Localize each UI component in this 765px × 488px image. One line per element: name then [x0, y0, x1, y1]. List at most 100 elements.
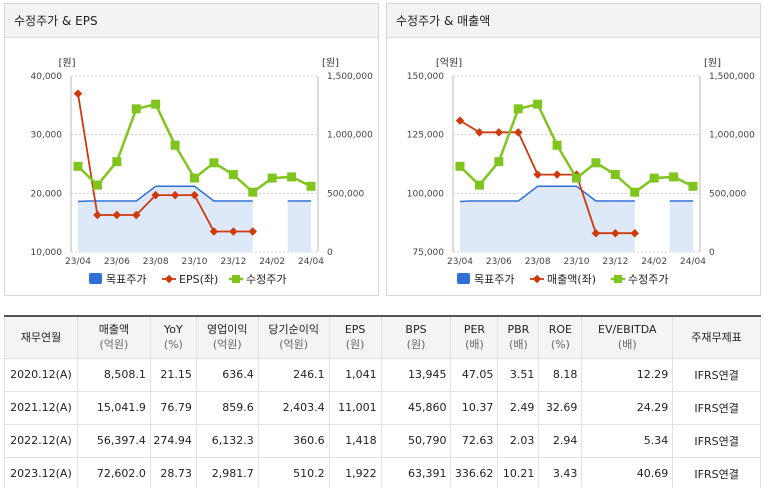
column-header-label: EV/EBITDA	[598, 323, 657, 337]
legend-swatch-left-marker	[164, 274, 174, 284]
price-series-point	[688, 181, 698, 191]
table-row: 2021.12(A) 15,041.9 76.79 859.6 2,403.4 11,00…	[4, 390, 761, 425]
price-series-point	[455, 161, 465, 171]
price-series-point	[287, 172, 297, 182]
column-header: EPS (원)	[328, 315, 382, 359]
x-tick-label: 23/06	[104, 257, 130, 267]
column-header-label: 주재무제표	[691, 330, 742, 344]
x-tick-label: 23/08	[143, 257, 169, 267]
left-series-point	[209, 227, 219, 236]
left-series-point	[455, 116, 465, 125]
table-row: 2023.12(A) 72,602.0 28.73 2,981.7 510.2 1,922…	[4, 456, 761, 488]
left-series-point	[132, 210, 141, 220]
price-series-point	[248, 187, 258, 197]
x-tick-label: 23/10	[564, 257, 590, 267]
financial-table: 재무연월 매출액 (억원) YoY (%) 영업이익 (억원) 당기순이익 (억원) EPS (원)…	[4, 315, 761, 488]
right-tick-label: 1,500,000	[327, 72, 373, 82]
table-cell: 8.18	[538, 357, 583, 392]
column-header-label: 재무연월	[20, 330, 62, 344]
column-header: EV/EBITDA (배)	[581, 315, 674, 359]
price-series-point	[92, 180, 102, 190]
table-cell: 3.51	[497, 357, 540, 392]
column-header-label: PER	[463, 323, 486, 337]
legend-label: 목표주가	[474, 273, 514, 286]
table-row: 2022.12(A) 56,397.4 274.94 6,132.3 360.6 1,41…	[4, 423, 761, 458]
left-tick-label: 30,000	[31, 131, 63, 141]
target-price-area-line	[77, 185, 253, 203]
right-tick-label: 0	[709, 248, 715, 258]
sales-chart-panel: 수정주가 & 매출액 [억원] [원] 150,000 125,000 100,000 7…	[386, 3, 761, 296]
eps-chart-panel: 수정주가 & EPS [원] [원] 40,000 30,000 20,000 10,00…	[4, 3, 379, 296]
table-cell: 40.69	[581, 456, 674, 488]
table-cell: 11,001	[328, 390, 382, 425]
column-header: PER (배)	[450, 315, 499, 359]
legend-label: 목표주가	[106, 273, 146, 286]
column-header-unit: (%)	[550, 338, 570, 352]
period-cell: 2023.12(A)	[4, 456, 78, 488]
price-series-point	[151, 99, 161, 109]
right-tick-label: 500,000	[327, 189, 364, 199]
price-series-point	[474, 180, 484, 190]
table-cell: 13,945	[380, 357, 452, 392]
legend-label: 매출액(좌)	[547, 273, 596, 286]
column-header-unit: (배)	[465, 338, 484, 352]
table-cell: 72.63	[450, 423, 499, 458]
table-cell: IFRS연결	[672, 390, 761, 425]
column-header-unit: (%)	[163, 338, 183, 352]
table-cell: 10.21	[497, 456, 540, 488]
column-header: 당기순이익 (억원)	[257, 315, 330, 359]
table-cell: 50,790	[380, 423, 452, 458]
target-price-area	[460, 186, 635, 252]
period-cell: 2021.12(A)	[4, 390, 78, 425]
table-cell: 510.2	[257, 456, 330, 488]
table-cell: 2.94	[538, 423, 583, 458]
right-tick-label: 1,500,000	[709, 72, 755, 82]
column-header: YoY (%)	[149, 315, 197, 359]
target-price-area-line	[459, 185, 635, 203]
x-tick-label: 23/06	[486, 257, 512, 267]
price-series-point	[572, 173, 581, 183]
price-series-point	[112, 157, 122, 167]
column-header-unit: (원)	[345, 338, 365, 352]
table-cell: 28.73	[149, 456, 197, 488]
table-cell: IFRS연결	[672, 456, 761, 488]
left-tick-label: 40,000	[31, 72, 63, 82]
column-header-label: 영업이익	[207, 323, 248, 337]
table-cell: 76.79	[149, 390, 197, 425]
x-tick-label: 24/04	[680, 257, 706, 267]
left-tick-label: 20,000	[31, 189, 63, 199]
x-tick-label: 23/04	[447, 257, 473, 267]
table-cell: 1,922	[328, 456, 382, 488]
target-price-area-recent	[287, 201, 311, 252]
column-header-unit: (억원)	[279, 338, 309, 352]
table-cell: 2.49	[497, 390, 540, 425]
column-header: 재무연월	[4, 315, 78, 359]
left-tick-label: 100,000	[407, 189, 444, 199]
chart-legend: 목표주가 매출액(좌) 수정주가	[457, 273, 668, 286]
left-axis-unit: [억원]	[436, 57, 462, 69]
period-cell: 2020.12(A)	[4, 357, 78, 392]
left-tick-label: 125,000	[407, 131, 444, 141]
target-price-area	[78, 186, 253, 252]
table-cell: IFRS연결	[672, 423, 761, 458]
column-header-label: PBR	[507, 323, 530, 337]
left-series-point	[591, 228, 601, 238]
table-cell: 15,041.9	[76, 390, 151, 425]
price-series-point	[306, 181, 316, 191]
sales-chart-svg: [억원] [원] 150,000 125,000 100,000 75,000 1,500,…	[407, 57, 755, 286]
left-series-line	[77, 93, 253, 233]
legend-label: EPS(좌)	[179, 273, 218, 286]
price-series-point	[228, 170, 238, 180]
column-header-label: 매출액	[98, 323, 130, 337]
table-cell: 6,132.3	[195, 423, 259, 458]
table-cell: 2.03	[497, 423, 540, 458]
table-cell: 24.29	[581, 390, 674, 425]
right-tick-label: 0	[327, 248, 333, 258]
table-cell: 2,403.4	[257, 390, 330, 425]
table-cell: 56,397.4	[76, 423, 151, 458]
table-cell: 72,602.0	[76, 456, 151, 488]
left-tick-label: 10,000	[31, 248, 63, 258]
table-cell: 32.69	[538, 390, 583, 425]
left-series-point	[151, 190, 160, 200]
column-header: PBR (배)	[497, 315, 540, 359]
